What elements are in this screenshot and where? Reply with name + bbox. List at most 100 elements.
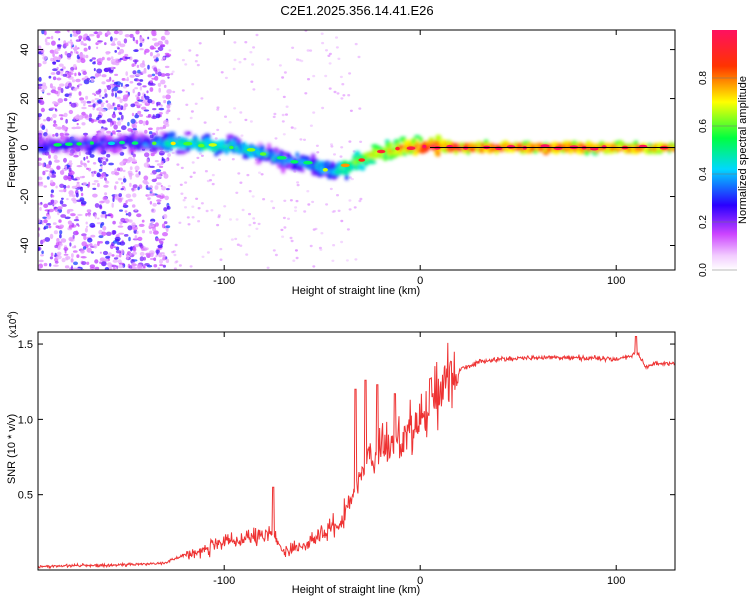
noise-point (333, 153, 336, 156)
ridge-point (45, 134, 52, 140)
noise-point (112, 220, 116, 225)
noise-point (139, 62, 146, 68)
noise-point (347, 94, 351, 97)
noise-point (112, 194, 115, 199)
ridge-point (295, 151, 300, 158)
noise-point (39, 100, 45, 105)
noise-point (49, 107, 55, 110)
noise-point (165, 94, 171, 100)
noise-point (118, 197, 123, 203)
noise-point (118, 252, 122, 258)
noise-point (119, 43, 126, 48)
noise-point (216, 106, 220, 109)
noise-point (44, 151, 50, 156)
noise-point (45, 128, 48, 133)
noise-point (43, 219, 48, 224)
noise-point (101, 210, 107, 215)
noise-point (111, 230, 116, 235)
noise-point (60, 238, 67, 243)
figure-title: C2E1.2025.356.14.41.E26 (280, 3, 433, 18)
noise-point (142, 120, 146, 126)
noise-point (128, 219, 133, 223)
noise-point (337, 57, 341, 60)
noise-point (113, 246, 117, 249)
noise-point (54, 30, 61, 34)
noise-point (75, 30, 81, 35)
ridge-core-point (406, 146, 416, 150)
noise-point (178, 221, 182, 224)
noise-point (358, 107, 362, 110)
noise-point (124, 34, 130, 38)
noise-point (97, 241, 100, 246)
noise-point (97, 182, 100, 188)
noise-point (67, 82, 72, 88)
ridge-point (300, 168, 305, 173)
noise-point (89, 59, 93, 62)
noise-point (285, 113, 288, 116)
ridge-core-point (495, 146, 503, 150)
noise-point (78, 151, 81, 157)
noise-point (77, 213, 83, 217)
noise-point (203, 121, 207, 124)
noise-point (151, 77, 156, 80)
noise-point (110, 58, 116, 64)
noise-point (156, 101, 161, 106)
noise-point (118, 232, 125, 235)
noise-point (61, 257, 66, 263)
noise-point (126, 254, 129, 260)
noise-point (281, 113, 285, 117)
noise-point (131, 204, 136, 208)
noise-point (154, 160, 159, 163)
noise-point (168, 49, 172, 52)
noise-point (65, 118, 68, 124)
noise-point (139, 42, 143, 47)
noise-point (102, 196, 108, 201)
noise-point (46, 116, 51, 122)
y-tick-label: 20 (19, 92, 31, 104)
noise-point (331, 210, 335, 213)
noise-point (92, 162, 97, 165)
noise-point (337, 209, 341, 212)
noise-point (272, 115, 276, 119)
noise-point (38, 157, 42, 161)
noise-point (152, 108, 157, 111)
noise-point (283, 226, 287, 229)
noise-point (159, 259, 163, 264)
noise-point (81, 111, 86, 116)
noise-point (236, 243, 240, 246)
noise-point (114, 73, 119, 76)
ridge-point (120, 144, 125, 149)
noise-point (83, 235, 87, 241)
noise-point (81, 106, 87, 110)
noise-point (270, 200, 274, 203)
noise-point (80, 249, 85, 254)
noise-point (80, 256, 87, 259)
noise-point (129, 182, 132, 187)
noise-point (281, 235, 285, 238)
noise-point (262, 198, 266, 201)
noise-point (346, 228, 350, 231)
noise-point (129, 253, 132, 256)
noise-point (106, 153, 111, 158)
noise-point (104, 88, 107, 94)
ridge-point (59, 150, 63, 155)
noise-point (282, 95, 286, 99)
noise-point (71, 126, 77, 130)
noise-point (117, 117, 121, 121)
noise-point (339, 155, 343, 158)
ridge-core-point (506, 145, 516, 149)
noise-point (71, 175, 74, 181)
noise-point (349, 109, 353, 113)
colorbar-tick-label: 0.4 (698, 167, 709, 181)
noise-point (75, 78, 81, 83)
noise-point (171, 250, 175, 254)
noise-point (38, 259, 44, 263)
noise-point (130, 103, 136, 108)
noise-point (59, 183, 65, 188)
noise-point (134, 244, 139, 248)
noise-point (123, 234, 129, 237)
y-tick-label: 1.5 (18, 339, 33, 351)
noise-point (163, 84, 167, 88)
noise-point (164, 31, 167, 36)
ridge-point (418, 136, 424, 143)
